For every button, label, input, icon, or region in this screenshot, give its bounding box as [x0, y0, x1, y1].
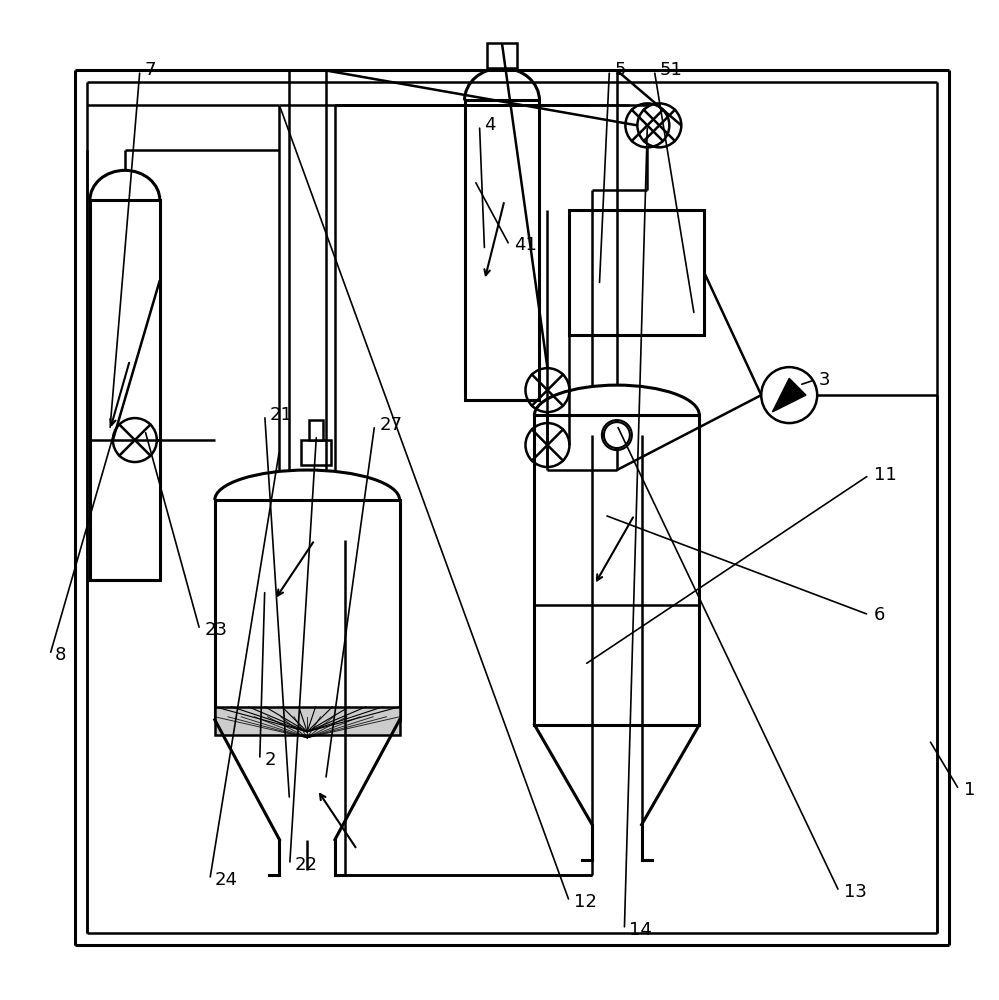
Text: 8: 8	[55, 646, 66, 664]
Text: 13: 13	[844, 883, 867, 901]
Text: 41: 41	[514, 236, 537, 254]
Text: 24: 24	[215, 871, 238, 889]
Text: 4: 4	[485, 116, 497, 134]
Bar	[569, 210, 704, 335]
Text: 51: 51	[659, 61, 682, 79]
Text: 1: 1	[964, 781, 975, 799]
Bar	[534, 415, 699, 725]
Bar	[465, 100, 539, 400]
Bar	[488, 43, 517, 68]
Bar	[215, 707, 400, 735]
Text: 2: 2	[265, 751, 277, 769]
Polygon shape	[772, 378, 806, 412]
Bar	[310, 420, 324, 440]
Text: 5: 5	[614, 61, 626, 79]
Bar	[90, 200, 160, 580]
Text: 3: 3	[819, 371, 831, 389]
Bar	[215, 500, 400, 720]
Text: 6: 6	[874, 606, 885, 624]
Text: 11: 11	[874, 466, 897, 484]
Text: 27: 27	[380, 416, 403, 434]
Text: 23: 23	[205, 621, 228, 639]
Text: 7: 7	[145, 61, 157, 79]
Text: 14: 14	[629, 921, 652, 939]
Text: 21: 21	[270, 406, 293, 424]
Text: 12: 12	[574, 893, 597, 911]
Bar	[302, 440, 332, 465]
Text: 22: 22	[295, 856, 318, 874]
